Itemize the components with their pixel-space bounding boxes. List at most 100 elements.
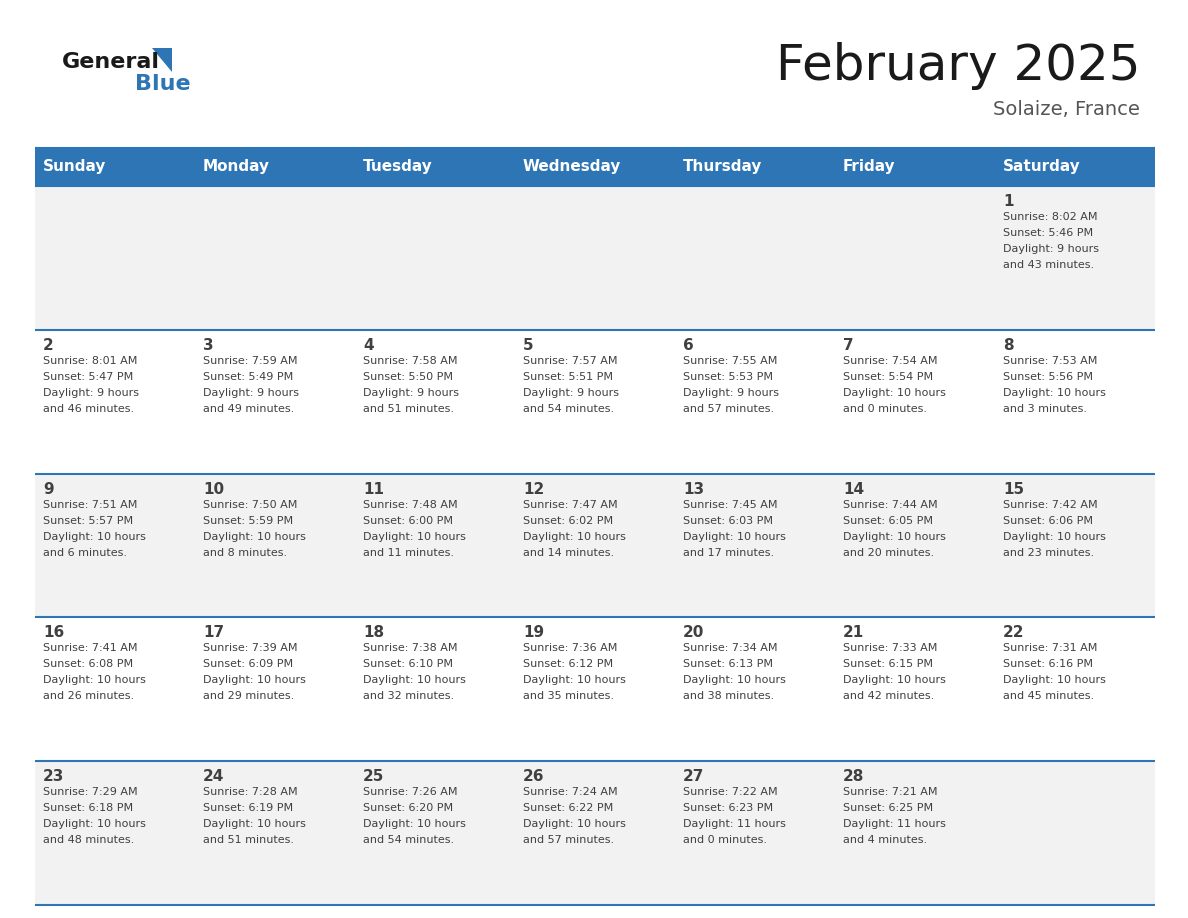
Text: 11: 11 — [364, 482, 384, 497]
Bar — [835, 148, 996, 186]
Text: Sunrise: 7:22 AM: Sunrise: 7:22 AM — [683, 788, 778, 797]
Text: Daylight: 10 hours: Daylight: 10 hours — [683, 532, 786, 542]
Text: Daylight: 10 hours: Daylight: 10 hours — [843, 532, 946, 542]
Text: Daylight: 10 hours: Daylight: 10 hours — [1003, 532, 1106, 542]
Text: and 32 minutes.: and 32 minutes. — [364, 691, 454, 701]
Text: Daylight: 10 hours: Daylight: 10 hours — [523, 819, 626, 829]
Text: Sunrise: 7:33 AM: Sunrise: 7:33 AM — [843, 644, 937, 654]
Text: Sunrise: 7:51 AM: Sunrise: 7:51 AM — [43, 499, 138, 509]
Text: Sunrise: 7:58 AM: Sunrise: 7:58 AM — [364, 356, 457, 365]
Text: 28: 28 — [843, 769, 865, 784]
Text: Daylight: 10 hours: Daylight: 10 hours — [364, 819, 466, 829]
Text: Daylight: 10 hours: Daylight: 10 hours — [203, 819, 305, 829]
Text: Sunrise: 7:41 AM: Sunrise: 7:41 AM — [43, 644, 138, 654]
Text: Sunset: 6:18 PM: Sunset: 6:18 PM — [43, 803, 133, 813]
Text: Sunrise: 7:39 AM: Sunrise: 7:39 AM — [203, 644, 297, 654]
Text: Sunrise: 7:28 AM: Sunrise: 7:28 AM — [203, 788, 298, 797]
Text: 18: 18 — [364, 625, 384, 641]
Text: and 20 minutes.: and 20 minutes. — [843, 548, 934, 557]
Text: Solaize, France: Solaize, France — [993, 100, 1140, 119]
Text: Monday: Monday — [203, 160, 270, 174]
Text: Sunset: 5:49 PM: Sunset: 5:49 PM — [203, 372, 293, 382]
Text: 4: 4 — [364, 338, 373, 353]
Text: Daylight: 10 hours: Daylight: 10 hours — [1003, 387, 1106, 397]
Text: Sunset: 6:12 PM: Sunset: 6:12 PM — [523, 659, 613, 669]
Text: Daylight: 11 hours: Daylight: 11 hours — [683, 819, 786, 829]
Text: Daylight: 10 hours: Daylight: 10 hours — [43, 532, 146, 542]
Text: and 49 minutes.: and 49 minutes. — [203, 404, 295, 414]
Text: Sunset: 5:46 PM: Sunset: 5:46 PM — [1003, 228, 1093, 238]
Text: 25: 25 — [364, 769, 385, 784]
Text: Sunset: 6:20 PM: Sunset: 6:20 PM — [364, 803, 453, 813]
Text: and 26 minutes.: and 26 minutes. — [43, 691, 134, 701]
Text: Sunrise: 7:36 AM: Sunrise: 7:36 AM — [523, 644, 618, 654]
Text: Sunrise: 7:24 AM: Sunrise: 7:24 AM — [523, 788, 618, 797]
Text: Sunrise: 7:55 AM: Sunrise: 7:55 AM — [683, 356, 777, 365]
Text: Sunset: 6:10 PM: Sunset: 6:10 PM — [364, 659, 453, 669]
Text: 6: 6 — [683, 338, 694, 353]
Text: Sunset: 6:05 PM: Sunset: 6:05 PM — [843, 516, 933, 526]
Text: 12: 12 — [523, 482, 544, 497]
Text: Daylight: 9 hours: Daylight: 9 hours — [203, 387, 299, 397]
Text: Daylight: 10 hours: Daylight: 10 hours — [523, 532, 626, 542]
Text: Sunrise: 7:21 AM: Sunrise: 7:21 AM — [843, 788, 937, 797]
Text: and 11 minutes.: and 11 minutes. — [364, 548, 454, 557]
Polygon shape — [152, 48, 172, 72]
Text: Daylight: 11 hours: Daylight: 11 hours — [843, 819, 946, 829]
Text: and 17 minutes.: and 17 minutes. — [683, 548, 775, 557]
Text: and 29 minutes.: and 29 minutes. — [203, 691, 295, 701]
Text: Sunset: 6:00 PM: Sunset: 6:00 PM — [364, 516, 453, 526]
Text: and 48 minutes.: and 48 minutes. — [43, 835, 134, 845]
Text: Daylight: 10 hours: Daylight: 10 hours — [1003, 676, 1106, 686]
Text: Daylight: 10 hours: Daylight: 10 hours — [364, 532, 466, 542]
Text: 26: 26 — [523, 769, 544, 784]
Text: 27: 27 — [683, 769, 704, 784]
Text: Sunrise: 7:31 AM: Sunrise: 7:31 AM — [1003, 644, 1098, 654]
Text: Sunset: 6:25 PM: Sunset: 6:25 PM — [843, 803, 933, 813]
Bar — [34, 186, 1155, 330]
Text: Sunset: 5:50 PM: Sunset: 5:50 PM — [364, 372, 453, 382]
Text: Saturday: Saturday — [1003, 160, 1081, 174]
Text: Sunset: 6:06 PM: Sunset: 6:06 PM — [1003, 516, 1093, 526]
Text: 1: 1 — [1003, 194, 1013, 209]
Text: 19: 19 — [523, 625, 544, 641]
Bar — [34, 330, 1155, 474]
Text: Daylight: 10 hours: Daylight: 10 hours — [43, 676, 146, 686]
Bar — [34, 474, 1155, 618]
Text: Tuesday: Tuesday — [364, 160, 432, 174]
Text: Daylight: 9 hours: Daylight: 9 hours — [43, 387, 139, 397]
Bar — [195, 148, 355, 186]
Text: and 57 minutes.: and 57 minutes. — [523, 835, 614, 845]
Text: Blue: Blue — [135, 74, 190, 94]
Text: Sunrise: 7:45 AM: Sunrise: 7:45 AM — [683, 499, 777, 509]
Text: and 45 minutes.: and 45 minutes. — [1003, 691, 1094, 701]
Bar — [996, 148, 1155, 186]
Text: and 51 minutes.: and 51 minutes. — [203, 835, 293, 845]
Text: 13: 13 — [683, 482, 704, 497]
Text: Sunrise: 7:26 AM: Sunrise: 7:26 AM — [364, 788, 457, 797]
Text: Sunrise: 8:01 AM: Sunrise: 8:01 AM — [43, 356, 138, 365]
Text: 24: 24 — [203, 769, 225, 784]
Text: Sunrise: 7:50 AM: Sunrise: 7:50 AM — [203, 499, 297, 509]
Text: Sunset: 6:22 PM: Sunset: 6:22 PM — [523, 803, 613, 813]
Text: Sunrise: 7:53 AM: Sunrise: 7:53 AM — [1003, 356, 1098, 365]
Text: and 8 minutes.: and 8 minutes. — [203, 548, 287, 557]
Text: and 35 minutes.: and 35 minutes. — [523, 691, 614, 701]
Text: General: General — [62, 52, 160, 72]
Bar — [516, 148, 675, 186]
Text: 15: 15 — [1003, 482, 1024, 497]
Text: Sunset: 6:03 PM: Sunset: 6:03 PM — [683, 516, 773, 526]
Text: 10: 10 — [203, 482, 225, 497]
Text: Sunrise: 7:44 AM: Sunrise: 7:44 AM — [843, 499, 937, 509]
Text: Daylight: 9 hours: Daylight: 9 hours — [1003, 244, 1099, 254]
Bar — [34, 148, 195, 186]
Text: Sunset: 5:56 PM: Sunset: 5:56 PM — [1003, 372, 1093, 382]
Text: 14: 14 — [843, 482, 864, 497]
Text: and 6 minutes.: and 6 minutes. — [43, 548, 127, 557]
Text: and 43 minutes.: and 43 minutes. — [1003, 260, 1094, 270]
Bar — [355, 148, 516, 186]
Text: 2: 2 — [43, 338, 53, 353]
Text: 7: 7 — [843, 338, 854, 353]
Text: 20: 20 — [683, 625, 704, 641]
Text: 8: 8 — [1003, 338, 1013, 353]
